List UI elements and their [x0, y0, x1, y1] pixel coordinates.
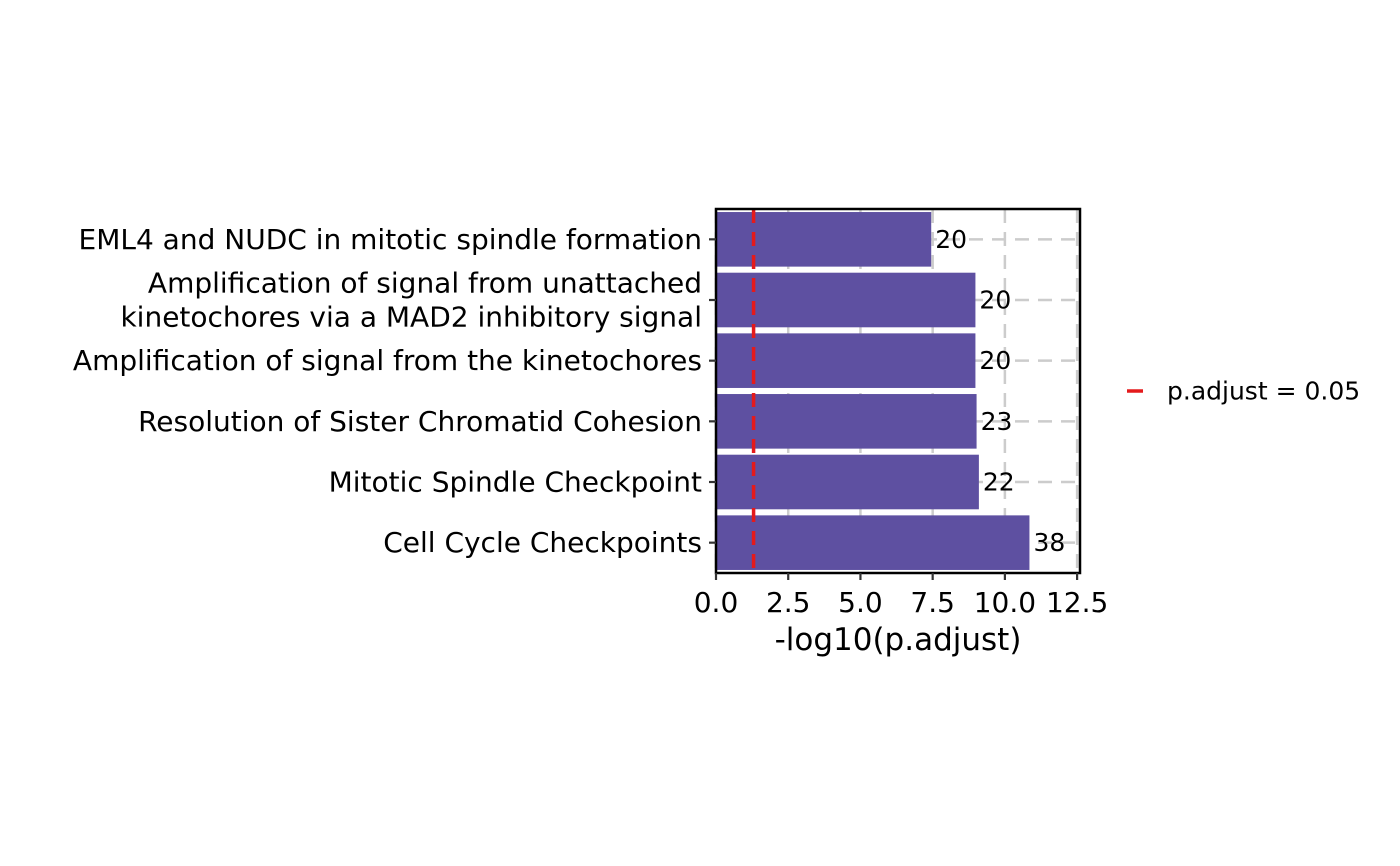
x-tick-label: 2.5 [766, 586, 811, 619]
category-label: Amplification of signal from the kinetoc… [73, 344, 702, 377]
legend: p.adjust = 0.05 [1127, 377, 1360, 406]
tick-layer [709, 238, 1079, 580]
bar [716, 515, 1030, 570]
bar [716, 272, 976, 328]
category-label: Resolution of Sister Chromatid Cohesion [138, 405, 702, 438]
bar-value-label: 38 [1033, 528, 1065, 557]
x-tick-label: 12.5 [1046, 586, 1108, 619]
x-axis-title: -log10(p.adjust) [775, 622, 1022, 658]
bar [716, 333, 976, 388]
bar-value-label: 22 [983, 468, 1015, 497]
category-label: Mitotic Spindle Checkpoint [329, 466, 702, 499]
bar-layer [716, 212, 1030, 570]
bar [716, 212, 932, 267]
x-tick-label: 0.0 [694, 586, 739, 619]
x-tick-label: 5.0 [838, 586, 883, 619]
x-tick-label: 10.0 [974, 586, 1036, 619]
category-label: Amplification of signal from unattached k… [120, 267, 702, 334]
category-label: Cell Cycle Checkpoints [383, 526, 702, 559]
bar-value-label: 20 [979, 346, 1011, 375]
label-layer: 38 22 23 20 20 20 0.0 2.5 5.0 7.5 10.0 12.5 Cell Cyc… [73, 223, 1108, 619]
x-tick-label: 7.5 [910, 586, 955, 619]
bar-value-label: 23 [981, 407, 1013, 436]
bar [716, 454, 979, 510]
bar-value-label: 20 [935, 225, 967, 254]
bar-value-label: 20 [979, 286, 1011, 315]
panel-border [714, 207, 1082, 575]
category-label: EML4 and NUDC in mitotic spindle formati… [79, 223, 702, 256]
legend-label: p.adjust = 0.05 [1167, 377, 1360, 406]
bar [716, 394, 977, 449]
